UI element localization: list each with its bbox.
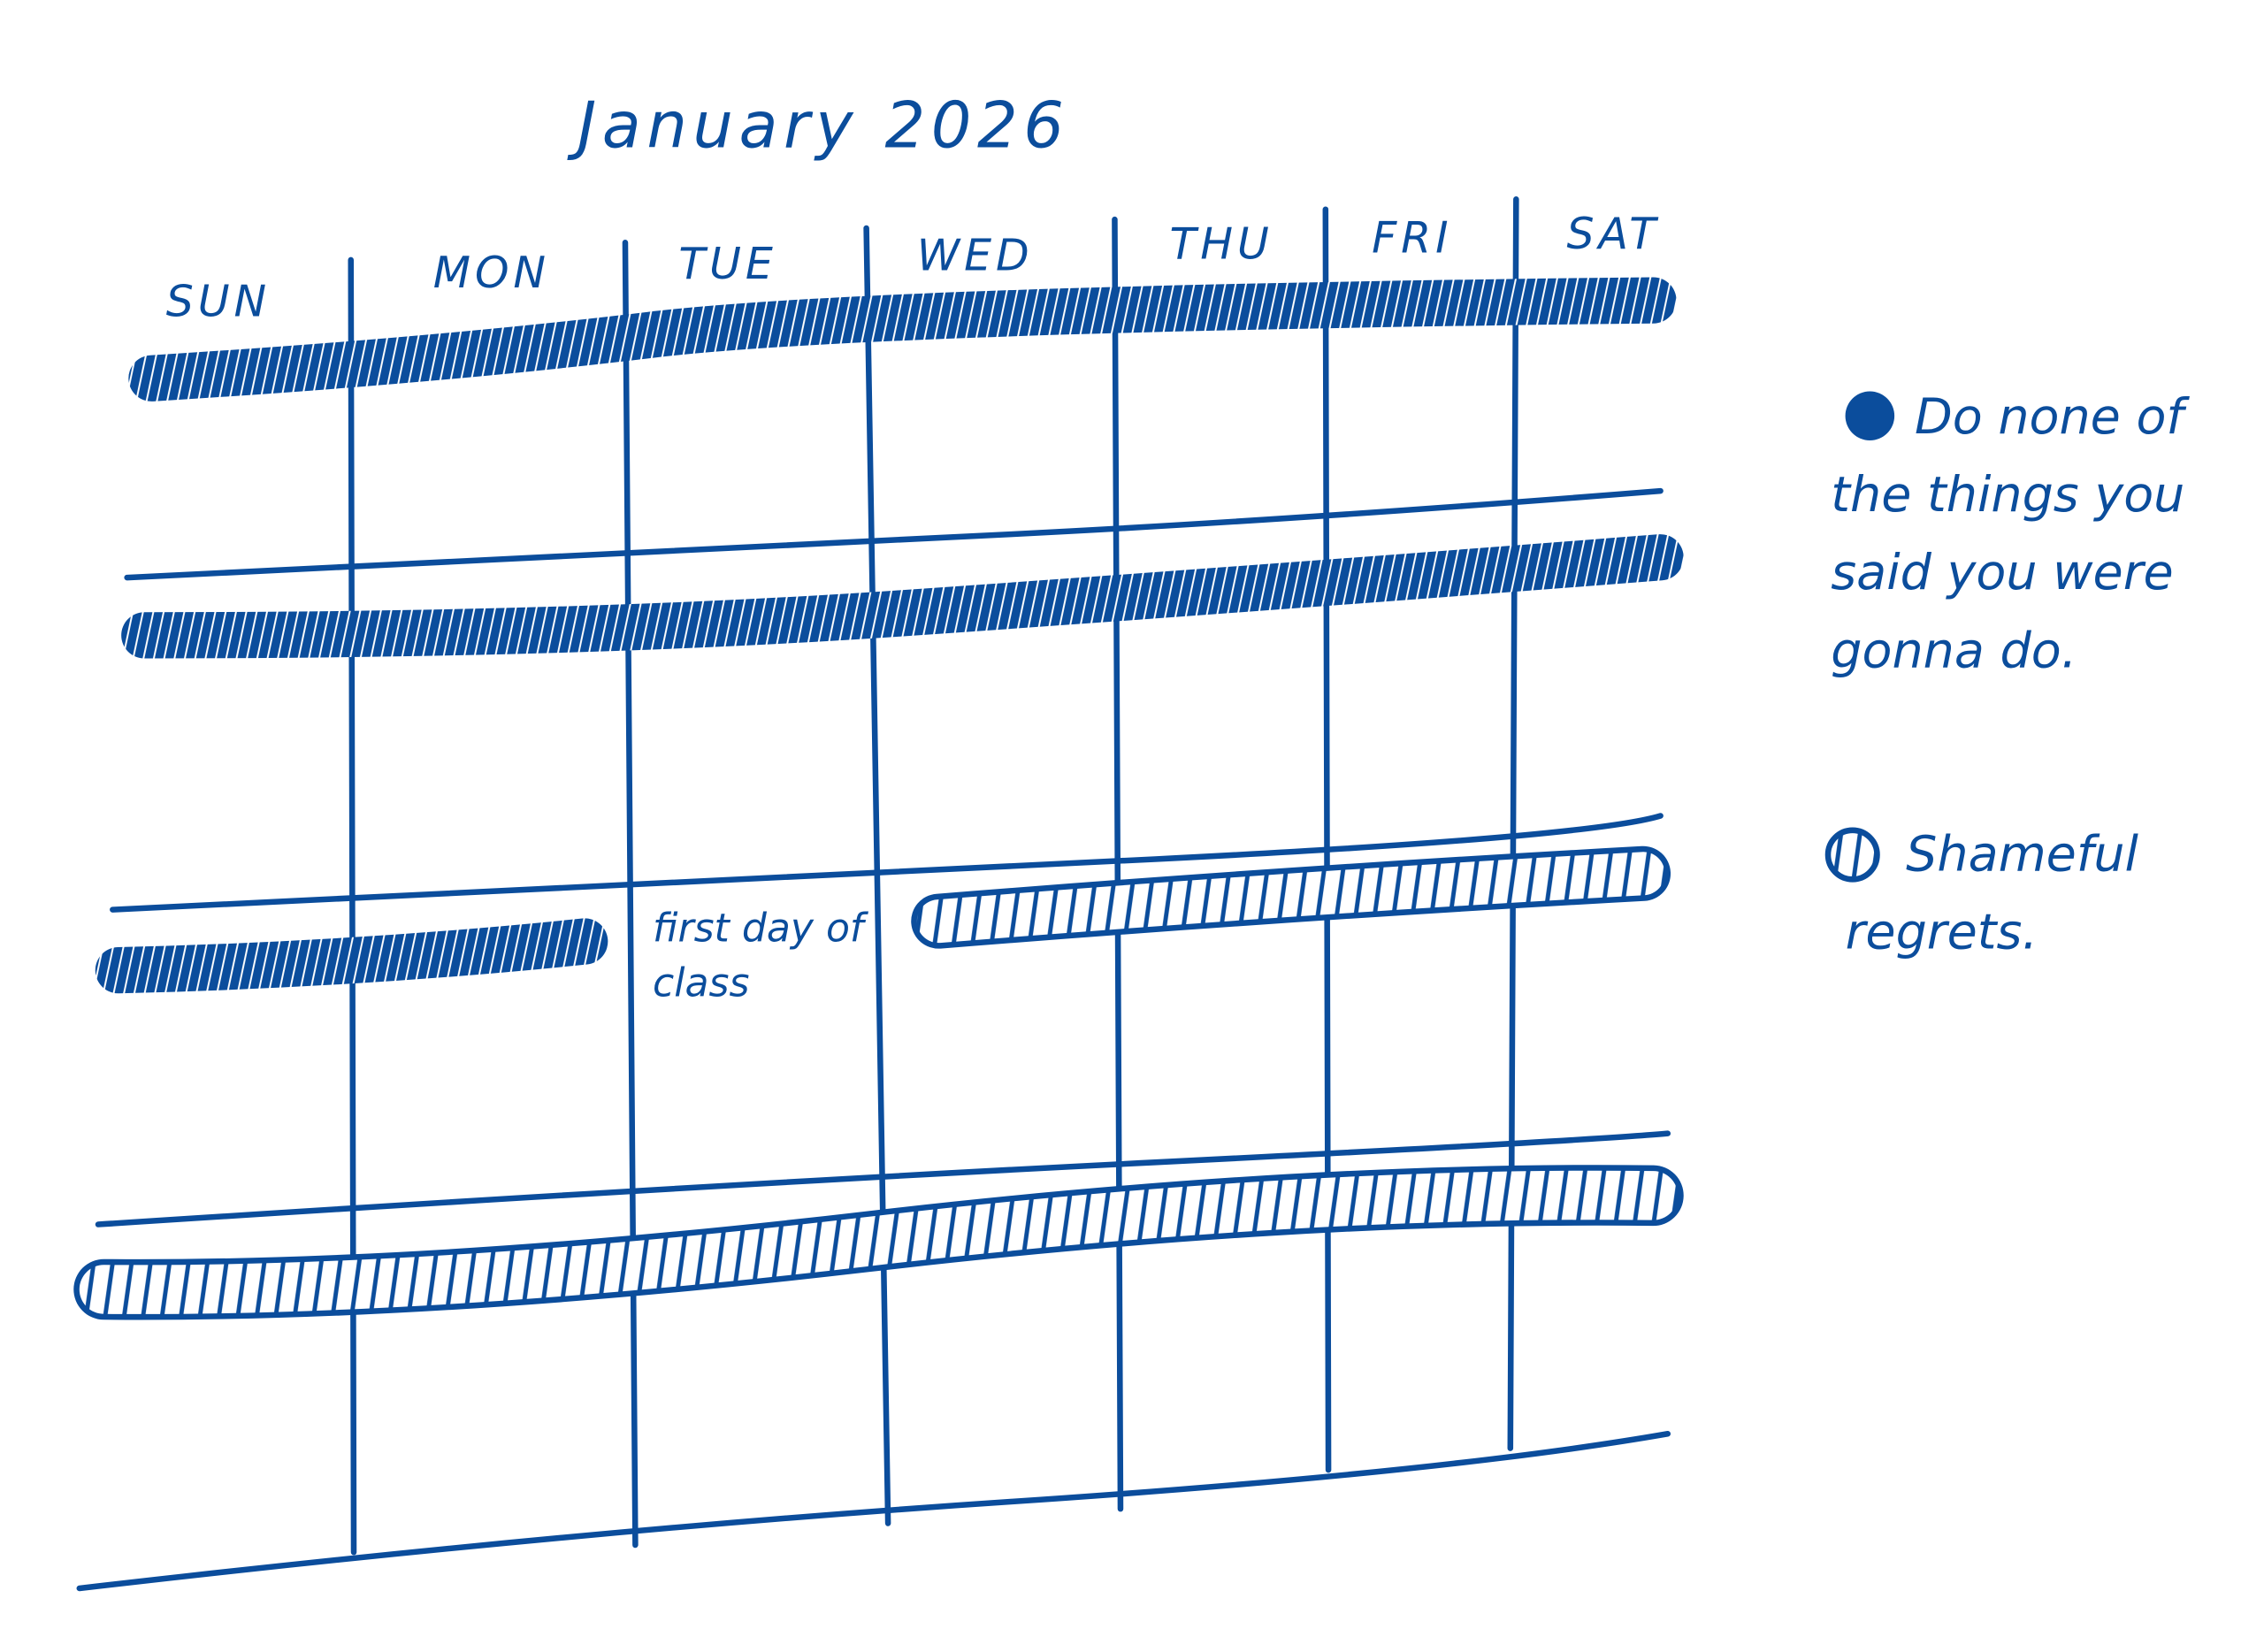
row-line	[124, 487, 1664, 581]
legend-marker-dark	[1845, 391, 1895, 440]
legend-marker-light	[1824, 827, 1880, 883]
day-label: SAT	[1566, 209, 1661, 260]
grid-lines	[76, 196, 1671, 1592]
column-line	[1322, 206, 1332, 1473]
day-label: TUE	[678, 240, 777, 291]
band-dark	[128, 277, 1677, 402]
day-label: THU	[1169, 219, 1274, 271]
column-line	[622, 240, 639, 1549]
row-line	[76, 1431, 1671, 1592]
column-line	[1112, 216, 1124, 1512]
legend-label: Shameful regrets.	[1845, 825, 2138, 962]
day-label: WED	[916, 231, 1034, 282]
event-note: first day of class	[652, 906, 864, 1006]
column-line	[1507, 196, 1519, 1451]
day-label: MON	[432, 248, 550, 299]
row-line	[95, 1130, 1671, 1228]
calendar-title: January 2026	[577, 89, 1070, 164]
band-dark	[121, 534, 1684, 659]
day-label: SUN	[165, 277, 272, 328]
legend-label: Do none of the things you said you were …	[1831, 388, 2185, 681]
column-line	[348, 256, 357, 1556]
band-light	[79, 1170, 1679, 1314]
column-line	[863, 225, 891, 1526]
day-label: FRI	[1372, 213, 1453, 264]
event-bands	[73, 277, 1684, 1320]
band-dark	[95, 918, 608, 994]
band-light	[916, 852, 1665, 944]
row-line	[110, 813, 1664, 913]
